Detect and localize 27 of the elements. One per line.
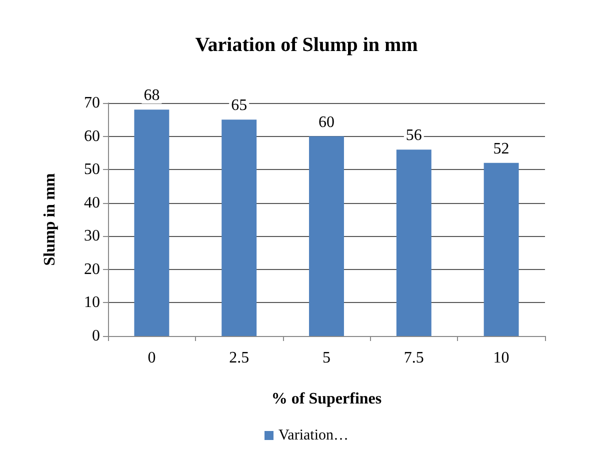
chart-title: Variation of Slump in mm — [195, 34, 418, 56]
x-tick-label: 5 — [322, 350, 330, 366]
data-label: 56 — [406, 127, 422, 144]
x-tick-label: 2.5 — [229, 350, 250, 366]
x-axis-title: % of Superfines — [271, 390, 382, 408]
y-tick-label: 10 — [84, 294, 100, 312]
y-tick-label: 30 — [84, 228, 100, 245]
data-label: 60 — [318, 114, 334, 131]
y-axis-title: Slump in mm — [42, 172, 58, 266]
bar — [396, 150, 432, 336]
bar — [134, 110, 170, 336]
y-tick-label: 70 — [84, 94, 100, 112]
y-tick-label: 60 — [84, 128, 100, 145]
data-label: 68 — [144, 87, 160, 104]
x-tick-label: 10 — [493, 350, 510, 366]
x-tick-label: 0 — [148, 350, 156, 366]
bar — [222, 120, 257, 336]
bar — [309, 136, 344, 336]
y-tick-label: 0 — [92, 328, 100, 344]
y-tick-label: 50 — [84, 161, 100, 178]
legend-label: Variation… — [278, 428, 348, 444]
x-tick-label: 7.5 — [404, 350, 424, 366]
data-label: 52 — [493, 140, 510, 158]
y-tick-label: 20 — [84, 260, 100, 278]
bar — [484, 162, 519, 336]
y-tick-label: 40 — [84, 194, 100, 212]
data-label: 65 — [231, 97, 248, 114]
